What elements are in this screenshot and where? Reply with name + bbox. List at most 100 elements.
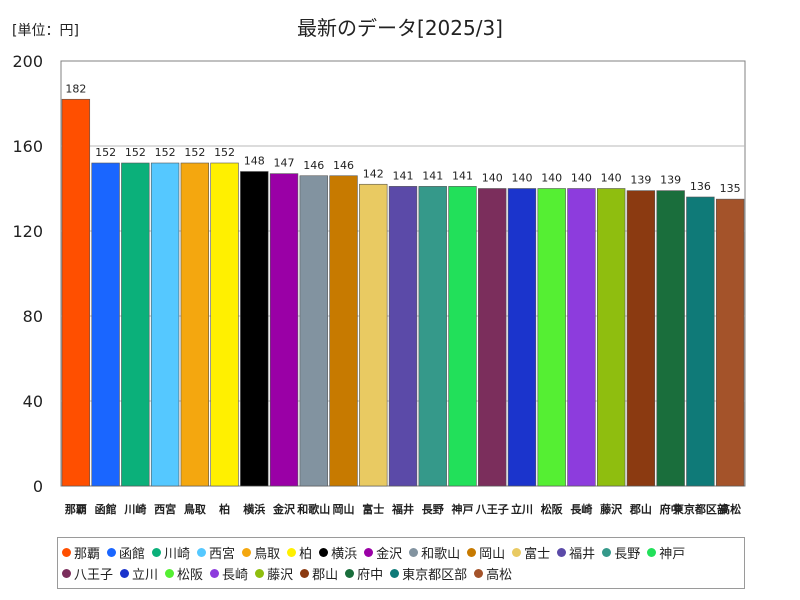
legend-marker — [287, 548, 297, 557]
legend-marker — [390, 569, 400, 578]
legend-label: 西宮 — [209, 547, 236, 562]
legend-item: 高松 — [474, 563, 512, 584]
chart-title: 最新のデータ[2025/3] — [297, 16, 503, 40]
legend-item: 金沢 — [364, 542, 402, 563]
x-tick-label: 金沢 — [272, 502, 296, 516]
legend-item: 川崎 — [152, 542, 190, 563]
bar — [150, 162, 180, 487]
bar — [418, 186, 447, 487]
x-tick-label: 鳥取 — [184, 502, 206, 516]
legend-item: 西宮 — [197, 542, 235, 563]
bar — [448, 186, 477, 487]
legend-marker — [62, 569, 71, 578]
data-label: 152 — [95, 146, 116, 159]
y-tick-label: 200 — [12, 52, 43, 71]
data-label: 182 — [65, 82, 86, 95]
legend-marker — [557, 548, 567, 557]
bar — [715, 198, 745, 487]
bar — [299, 175, 328, 487]
legend-marker — [152, 548, 162, 557]
y-tick-label: 120 — [12, 222, 43, 241]
x-tick-label: 岡山 — [333, 502, 355, 516]
data-label: 148 — [244, 155, 265, 168]
legend-item: 八王子 — [62, 563, 113, 584]
legend-marker — [107, 548, 117, 557]
legend-item: 郡山 — [300, 563, 338, 584]
bar — [359, 183, 388, 487]
y-tick-label: 40 — [23, 392, 43, 411]
x-tick-label: 函館 — [95, 502, 117, 516]
legend-label: 東京都区部 — [402, 568, 468, 583]
bar — [329, 175, 358, 487]
legend-item: 函館 — [107, 542, 145, 563]
legend-label: 長野 — [614, 547, 641, 562]
legend-marker — [300, 569, 310, 578]
data-label: 152 — [155, 146, 176, 159]
legend-marker — [319, 548, 329, 557]
legend-item: 鳥取 — [242, 542, 280, 563]
bar — [91, 162, 120, 487]
bar — [240, 171, 269, 487]
data-label: 142 — [363, 167, 384, 180]
x-tick-label: 府中 — [660, 502, 682, 516]
legend-marker — [467, 548, 477, 557]
legend-item: 東京都区部 — [390, 563, 467, 584]
data-label: 140 — [601, 172, 622, 185]
legend-marker — [255, 569, 265, 578]
legend-label: 和歌山 — [421, 547, 461, 562]
legend-item: 藤沢 — [255, 563, 293, 584]
bar — [596, 188, 626, 487]
legend-item: 福井 — [557, 542, 595, 563]
legend-label: 横浜 — [331, 547, 358, 562]
data-label: 147 — [274, 157, 295, 170]
bar — [61, 98, 91, 487]
legend-label: 立川 — [132, 568, 159, 583]
x-tick-label: 柏 — [219, 502, 230, 516]
legend-item: 柏 — [287, 542, 312, 563]
bar — [269, 173, 299, 487]
data-label: 139 — [660, 174, 681, 187]
data-label: 136 — [690, 180, 711, 193]
legend-item: 横浜 — [319, 542, 357, 563]
unit-label: [単位：円] — [12, 23, 79, 39]
legend-marker — [364, 548, 374, 557]
legend-item: 神戸 — [647, 542, 685, 563]
x-tick-label: 福井 — [391, 502, 414, 516]
x-tick-label: 那覇 — [65, 503, 87, 516]
x-tick-label: 神戸 — [451, 502, 473, 516]
legend-item: 和歌山 — [409, 542, 460, 563]
bar — [388, 186, 418, 487]
x-tick-label: 郡山 — [629, 502, 652, 516]
data-label: 140 — [571, 172, 592, 185]
legend-label: 福井 — [569, 547, 596, 562]
x-tick-label: 立川 — [511, 502, 533, 516]
x-tick-label: 東京都区部 — [673, 502, 728, 516]
legend-label: 藤沢 — [267, 568, 294, 583]
bar — [121, 162, 150, 487]
x-tick-label: 和歌山 — [297, 502, 330, 516]
data-label: 140 — [511, 172, 532, 185]
data-label: 152 — [184, 146, 205, 159]
legend-label: 府中 — [357, 568, 384, 583]
legend-label: 鳥取 — [254, 547, 281, 562]
bar — [567, 188, 596, 487]
legend-marker — [602, 548, 612, 557]
x-tick-label: 長野 — [422, 503, 444, 516]
legend-label: 松阪 — [177, 568, 204, 583]
data-label: 140 — [541, 172, 562, 185]
legend-label: 那覇 — [74, 547, 101, 562]
data-label: 146 — [333, 159, 354, 172]
legend-item: 岡山 — [467, 542, 505, 563]
legend-marker — [409, 548, 419, 557]
legend-label: 函館 — [119, 547, 146, 562]
legend-label: 郡山 — [312, 568, 339, 583]
x-tick-label: 長崎 — [570, 502, 592, 516]
data-label: 141 — [452, 169, 473, 182]
legend-label: 富士 — [524, 547, 551, 562]
bar — [180, 162, 210, 487]
x-tick-label: 横浜 — [243, 502, 265, 516]
data-label: 140 — [482, 172, 503, 185]
data-label: 152 — [125, 146, 146, 159]
data-label: 152 — [214, 146, 235, 159]
